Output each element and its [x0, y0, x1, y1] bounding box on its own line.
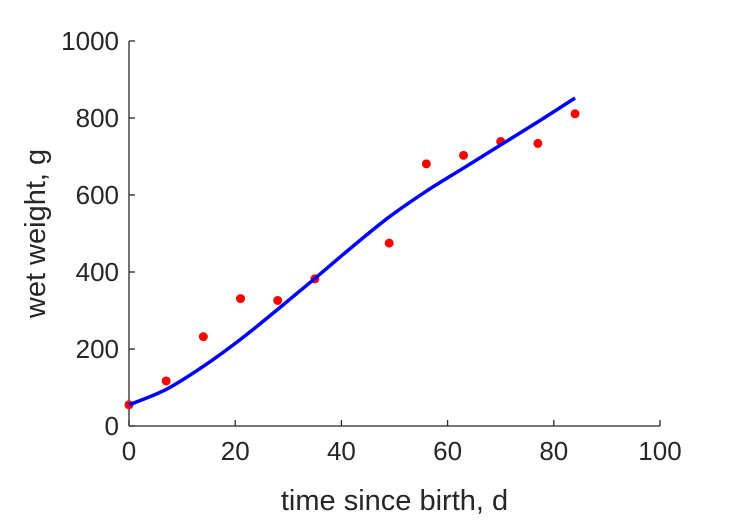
data-point — [533, 138, 543, 148]
data-point — [421, 159, 431, 169]
y-tick-label: 1000 — [61, 26, 119, 56]
y-axis-label: wet weight, g — [20, 149, 52, 319]
x-tick-label: 60 — [433, 436, 462, 466]
y-tick-label: 0 — [105, 411, 119, 441]
plot-area — [124, 96, 580, 410]
y-tick-label: 600 — [76, 180, 119, 210]
fit-curve — [128, 96, 576, 407]
x-tick-label: 20 — [221, 436, 250, 466]
data-point — [236, 294, 246, 304]
x-tick-label: 80 — [539, 436, 568, 466]
y-tick-label: 400 — [76, 257, 119, 287]
data-point — [161, 376, 171, 386]
data-point — [198, 332, 208, 342]
data-point — [459, 150, 469, 160]
data-point — [384, 238, 394, 248]
y-tick-label: 200 — [76, 334, 119, 364]
x-tick-label: 100 — [638, 436, 681, 466]
y-tick-label: 800 — [76, 103, 119, 133]
x-axis-label: time since birth, d — [281, 485, 508, 517]
x-tick-label: 0 — [122, 436, 136, 466]
x-tick-label: 40 — [327, 436, 356, 466]
data-point — [273, 295, 283, 305]
data-point — [570, 109, 580, 119]
